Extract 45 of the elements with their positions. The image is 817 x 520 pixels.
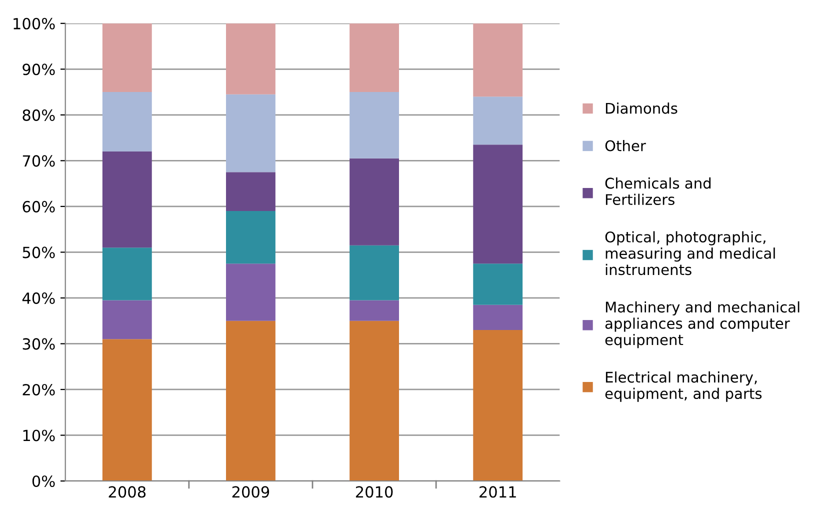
bar	[102, 300, 152, 340]
x-tick-label: 2008	[108, 486, 146, 498]
bar	[350, 23, 399, 92]
x-tick-label: 2009	[232, 486, 270, 498]
bar	[226, 94, 276, 172]
bar	[226, 23, 276, 94]
legend-label: Chemicals and Fertilizers	[605, 177, 711, 206]
y-tick-label: 10%	[23, 430, 55, 442]
y-tick-label: 0%	[32, 475, 55, 488]
bar	[473, 264, 523, 305]
bar	[473, 96, 523, 145]
bar	[226, 211, 276, 264]
bar	[350, 300, 399, 321]
bar	[473, 23, 523, 97]
legend-label: Machinery and mechanical appliances and computer equipment	[605, 301, 800, 348]
bar	[473, 144, 523, 264]
y-tick-label: 70%	[22, 155, 55, 167]
y-tick-label: 80%	[22, 109, 55, 121]
legend-label: Optical, photographic, measuring and medical instruments	[605, 231, 775, 276]
y-tick-label: 50%	[22, 246, 55, 258]
bar	[350, 92, 399, 158]
bar	[226, 172, 276, 212]
bar	[473, 304, 523, 330]
bar	[226, 320, 276, 481]
x-tick-label: 2011	[480, 486, 516, 498]
legend-label: Diamonds	[606, 102, 678, 114]
bar	[473, 330, 523, 481]
bar	[350, 158, 399, 246]
bar	[350, 320, 399, 481]
bar	[350, 245, 399, 300]
y-tick-label: 100%	[14, 18, 55, 30]
y-tick-label: 60%	[22, 200, 55, 212]
x-tick-label: 2010	[356, 486, 393, 498]
bar	[226, 264, 276, 321]
y-tick-label: 20%	[22, 384, 55, 396]
y-tick-label: 40%	[22, 292, 55, 304]
bar	[102, 152, 152, 248]
bar	[102, 248, 152, 300]
y-tick-label: 30%	[22, 338, 55, 350]
bar	[102, 23, 152, 92]
legend-label: Electrical machinery, equipment, and parts	[605, 371, 762, 402]
bar	[102, 339, 152, 481]
legend-label: Other	[605, 140, 646, 152]
bar	[102, 92, 152, 152]
y-tick-label: 90%	[22, 64, 55, 76]
